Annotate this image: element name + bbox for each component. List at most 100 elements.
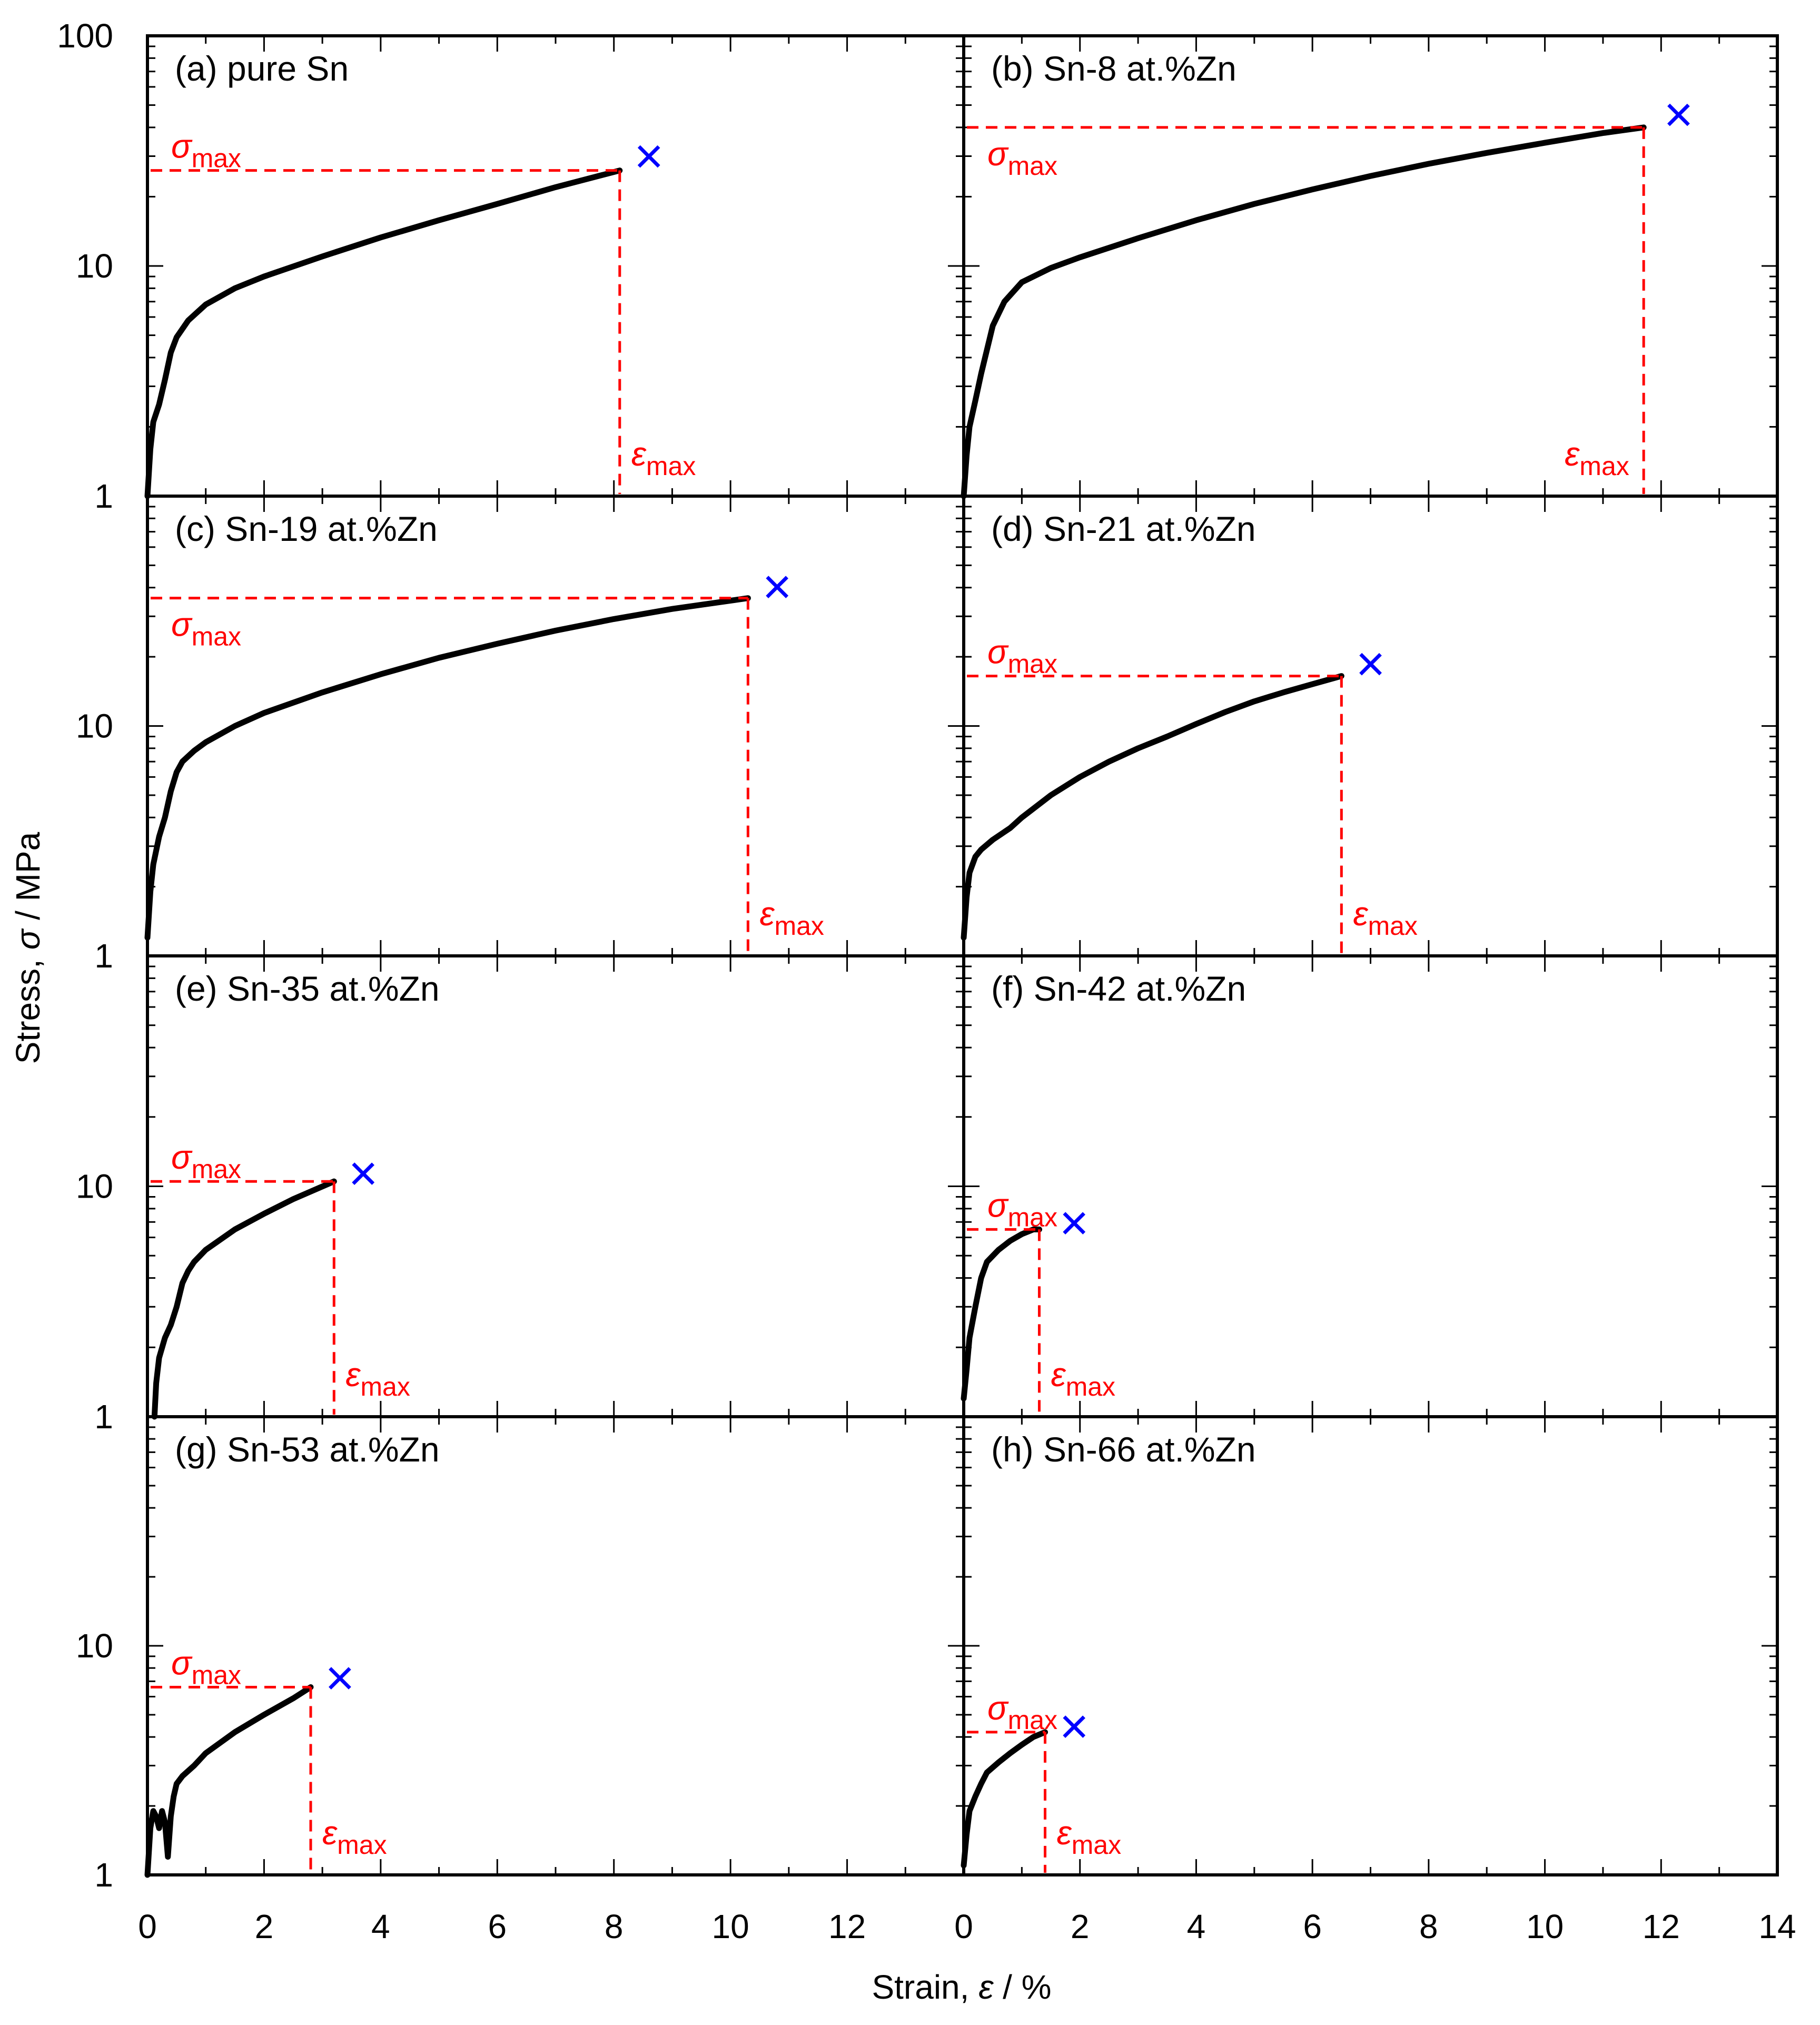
sigma-max-label: σmax [171, 606, 241, 651]
epsilon-symbol: ε [1353, 895, 1368, 933]
x-tick-label: 2 [255, 1908, 274, 1945]
y-tick-label: 10 [76, 1627, 113, 1665]
x-tick-label: 12 [828, 1908, 866, 1945]
stress-strain-curve [151, 1178, 337, 1420]
x-tick-label: 8 [1419, 1908, 1438, 1945]
sigma-max-label: σmax [987, 1689, 1057, 1735]
sigma-subscript: max [192, 622, 241, 651]
x-tick-label: 4 [371, 1908, 390, 1945]
y-tick-label: 1 [94, 1856, 113, 1894]
sigma-max-label: σmax [987, 633, 1057, 679]
y-tick-label: 10 [76, 247, 113, 285]
epsilon-max-label: εmax [759, 895, 824, 941]
stress-strain-curve [144, 595, 751, 941]
panel-frame [962, 1415, 1779, 1876]
x-tick-label: 10 [1526, 1908, 1564, 1945]
epsilon-subscript: max [1072, 1830, 1121, 1860]
panel-frame [146, 1415, 965, 1876]
panel-title: (b) Sn-8 at.%Zn [991, 49, 1237, 88]
epsilon-symbol: ε [1565, 435, 1580, 473]
stress-strain-curve [961, 1226, 1042, 1401]
epsilon-symbol: ε [1051, 1356, 1066, 1394]
y-tick-label: 1 [94, 1398, 113, 1436]
sigma-subscript: max [1008, 151, 1057, 181]
epsilon-subscript: max [774, 911, 824, 941]
epsilon-subscript: max [360, 1372, 410, 1401]
sigma-max-label: σmax [171, 1138, 241, 1184]
y-axis-label-symbol: σ [9, 928, 47, 950]
stress-strain-curve [961, 673, 1344, 941]
sigma-symbol: σ [171, 1138, 193, 1176]
epsilon-subscript: max [1579, 451, 1629, 481]
panel-frame [146, 34, 965, 498]
panel-title: (g) Sn-53 at.%Zn [175, 1430, 440, 1469]
epsilon-max-label: εmax [1565, 435, 1629, 481]
panel-frame [146, 954, 965, 1418]
sigma-max-label: σmax [171, 1644, 241, 1690]
fracture-marker: × [1060, 1698, 1089, 1754]
panel-title: (e) Sn-35 at.%Zn [175, 969, 440, 1008]
epsilon-max-label: εmax [322, 1814, 387, 1860]
epsilon-subscript: max [1066, 1372, 1115, 1401]
epsilon-symbol: ε [631, 435, 647, 473]
fracture-marker: × [634, 128, 664, 184]
stress-strain-curve [144, 1684, 314, 1878]
y-axis-label: Stress, σ / MPa [9, 832, 47, 1064]
panel-frame [146, 495, 965, 957]
x-tick-label: 0 [138, 1908, 157, 1945]
epsilon-symbol: ε [345, 1356, 361, 1394]
sigma-symbol: σ [987, 1186, 1009, 1224]
epsilon-max-label: εmax [631, 435, 696, 481]
sigma-max-label: σmax [987, 1186, 1057, 1232]
y-axis-label-suffix: / MPa [9, 832, 47, 929]
epsilon-max-label: εmax [1057, 1814, 1122, 1860]
panel-title: (c) Sn-19 at.%Zn [175, 509, 438, 548]
epsilon-symbol: ε [759, 895, 775, 933]
x-tick-label: 6 [488, 1908, 507, 1945]
sigma-subscript: max [192, 1154, 241, 1184]
sigma-subscript: max [1008, 1202, 1057, 1232]
panel-title: (h) Sn-66 at.%Zn [991, 1430, 1256, 1469]
stress-strain-curve [144, 167, 623, 499]
fracture-marker: × [1356, 636, 1385, 692]
stress-strain-curve [961, 1729, 1048, 1869]
y-tick-label: 1 [94, 937, 113, 975]
sigma-subscript: max [192, 1660, 241, 1690]
sigma-symbol: σ [987, 1689, 1009, 1727]
sigma-symbol: σ [171, 1644, 193, 1682]
x-tick-label: 2 [1071, 1908, 1090, 1945]
y-tick-label: 10 [76, 707, 113, 745]
sigma-subscript: max [1008, 649, 1057, 679]
sigma-symbol: σ [987, 135, 1009, 173]
fracture-marker: × [325, 1649, 354, 1706]
epsilon-subscript: max [1368, 911, 1417, 941]
epsilon-max-label: εmax [1051, 1356, 1115, 1401]
sigma-symbol: σ [171, 127, 193, 165]
x-tick-label: 14 [1758, 1908, 1796, 1945]
y-axis-label-prefix: Stress, [9, 950, 47, 1064]
fracture-marker: × [349, 1145, 378, 1201]
sigma-max-label: σmax [987, 135, 1057, 181]
panel-title: (d) Sn-21 at.%Zn [991, 509, 1256, 548]
y-tick-label: 10 [76, 1168, 113, 1206]
panel-frame [962, 495, 1779, 957]
x-tick-label: 8 [605, 1908, 624, 1945]
x-tick-label: 6 [1303, 1908, 1322, 1945]
sigma-symbol: σ [987, 633, 1009, 671]
epsilon-symbol: ε [322, 1814, 338, 1852]
x-axis-label-prefix: Strain, [872, 1968, 978, 2006]
sigma-subscript: max [1008, 1705, 1057, 1735]
epsilon-symbol: ε [1057, 1814, 1072, 1852]
panel-title: (f) Sn-42 at.%Zn [991, 969, 1246, 1008]
sigma-subscript: max [192, 144, 241, 173]
x-tick-label: 4 [1187, 1908, 1206, 1945]
y-tick-label: 1 [94, 477, 113, 515]
